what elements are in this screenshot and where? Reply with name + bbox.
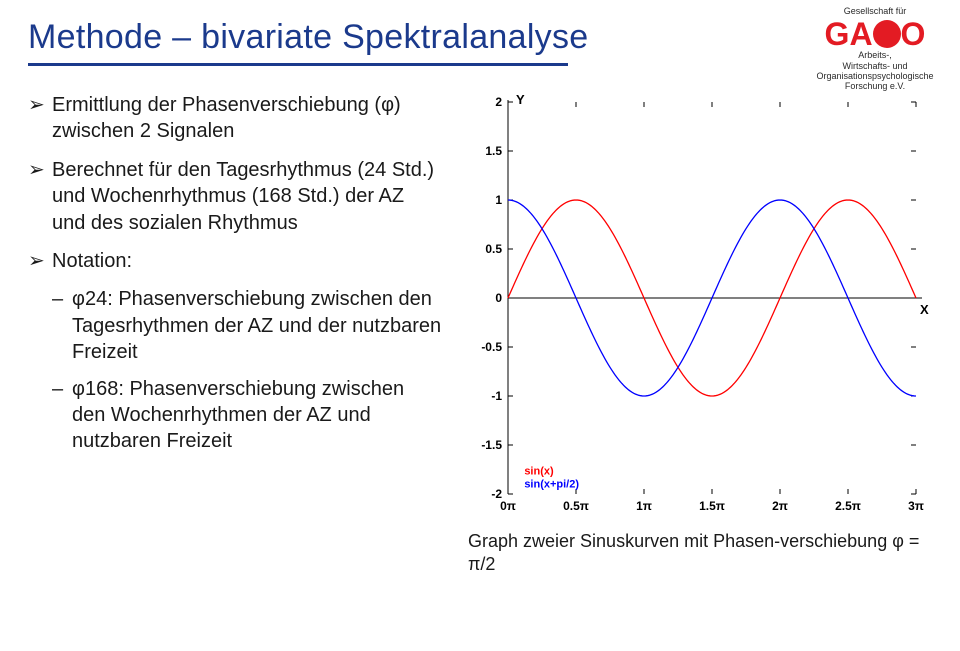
bullet-2: Berechnet für den Tagesrhythmus (24 Std.… — [28, 157, 442, 236]
svg-text:-1: -1 — [491, 389, 502, 403]
bullet-1: Ermittlung der Phasenverschiebung (φ) zw… — [28, 92, 442, 145]
svg-text:-1.5: -1.5 — [481, 438, 502, 452]
logo-line3: Organisationspsychologische — [810, 71, 940, 81]
slide: Gesellschaft für GAO Arbeits-, Wirtschaf… — [0, 0, 960, 651]
svg-text:0.5π: 0.5π — [563, 499, 589, 513]
svg-text:2.5π: 2.5π — [835, 499, 861, 513]
svg-text:2: 2 — [495, 95, 502, 109]
sine-chart: 0π 0.5π 1π 1.5π 2π 2.5π 3π -2 -1.5 -1 -0.5 0 0.5 1 1.5… — [462, 92, 932, 522]
content-row: Ermittlung der Phasenverschiebung (φ) zw… — [28, 92, 932, 577]
svg-text:0: 0 — [495, 291, 502, 305]
logo-wordmark: GAO — [810, 18, 940, 50]
svg-text:1.5: 1.5 — [485, 144, 502, 158]
bullet-3b: φ168: Phasenverschiebung zwischen den Wo… — [28, 376, 442, 455]
bullet-3: Notation: — [28, 248, 442, 274]
title-underline — [28, 63, 568, 66]
logo-line4: Forschung e.V. — [810, 81, 940, 91]
svg-text:0.5: 0.5 — [485, 242, 502, 256]
svg-text:0π: 0π — [500, 499, 516, 513]
chart-caption: Graph zweier Sinuskurven mit Phasen-vers… — [462, 530, 932, 577]
svg-text:3π: 3π — [908, 499, 924, 513]
logo-top-line: Gesellschaft für — [810, 6, 940, 16]
svg-text:sin(x): sin(x) — [524, 465, 554, 477]
svg-text:X: X — [920, 302, 929, 317]
svg-text:1.5π: 1.5π — [699, 499, 725, 513]
svg-text:-0.5: -0.5 — [481, 340, 502, 354]
logo: Gesellschaft für GAO Arbeits-, Wirtschaf… — [810, 6, 940, 92]
svg-text:1π: 1π — [636, 499, 652, 513]
svg-text:2π: 2π — [772, 499, 788, 513]
page-title: Methode – bivariate Spektralanalyse — [28, 18, 932, 57]
bullet-3a: φ24: Phasenverschiebung zwischen den Tag… — [28, 286, 442, 365]
logo-line2: Wirtschafts- und — [810, 61, 940, 71]
svg-text:1: 1 — [495, 193, 502, 207]
svg-text:-2: -2 — [491, 487, 502, 501]
bullet-list: Ermittlung der Phasenverschiebung (φ) zw… — [28, 92, 442, 465]
chart-column: 0π 0.5π 1π 1.5π 2π 2.5π 3π -2 -1.5 -1 -0.5 0 0.5 1 1.5… — [462, 92, 932, 577]
svg-text:sin(x+pi/2): sin(x+pi/2) — [524, 478, 579, 490]
svg-text:Y: Y — [516, 92, 525, 107]
